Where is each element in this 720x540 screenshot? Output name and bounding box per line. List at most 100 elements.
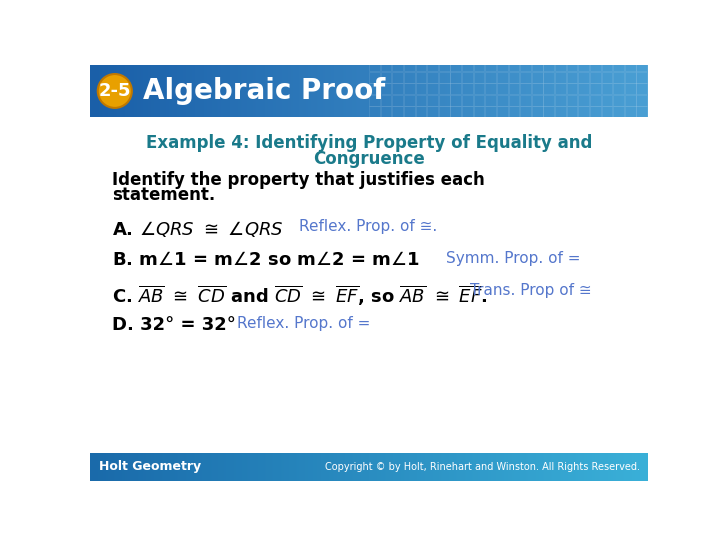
Bar xyxy=(590,106,600,117)
Text: Algebraic Proof: Algebraic Proof xyxy=(143,77,385,105)
Bar xyxy=(520,72,531,83)
Bar xyxy=(485,60,496,71)
Bar xyxy=(474,72,485,83)
Bar xyxy=(462,72,473,83)
Text: Reflex. Prop. of =: Reflex. Prop. of = xyxy=(238,316,371,331)
Bar xyxy=(532,60,543,71)
Text: Trans. Prop of ≅: Trans. Prop of ≅ xyxy=(469,284,591,299)
Bar xyxy=(578,60,589,71)
Bar xyxy=(636,95,647,106)
Bar xyxy=(415,60,426,71)
Bar xyxy=(497,60,508,71)
Bar xyxy=(497,95,508,106)
Bar xyxy=(369,72,380,83)
Bar xyxy=(520,95,531,106)
Bar xyxy=(578,72,589,83)
Bar xyxy=(392,72,403,83)
Bar xyxy=(369,95,380,106)
Bar xyxy=(625,95,636,106)
Bar xyxy=(590,83,600,94)
Bar xyxy=(497,106,508,117)
Bar xyxy=(462,60,473,71)
Bar xyxy=(567,83,577,94)
Ellipse shape xyxy=(98,74,132,108)
Bar xyxy=(427,72,438,83)
Bar xyxy=(462,83,473,94)
Bar xyxy=(508,95,519,106)
Bar xyxy=(451,106,462,117)
Text: Congruence: Congruence xyxy=(313,150,425,167)
Bar xyxy=(497,72,508,83)
Text: Identify the property that justifies each: Identify the property that justifies eac… xyxy=(112,171,485,189)
Bar xyxy=(601,106,612,117)
Bar xyxy=(555,83,566,94)
Bar xyxy=(555,106,566,117)
Bar xyxy=(567,95,577,106)
Bar xyxy=(381,60,392,71)
Bar xyxy=(613,83,624,94)
Bar xyxy=(381,95,392,106)
Bar xyxy=(601,95,612,106)
Bar xyxy=(567,106,577,117)
Bar xyxy=(438,83,449,94)
Bar xyxy=(613,72,624,83)
Bar xyxy=(451,95,462,106)
Bar xyxy=(485,95,496,106)
Bar xyxy=(520,60,531,71)
Bar xyxy=(567,72,577,83)
Bar xyxy=(508,60,519,71)
Bar xyxy=(567,60,577,71)
Bar xyxy=(625,60,636,71)
Bar xyxy=(451,72,462,83)
Bar xyxy=(544,83,554,94)
Text: D. 32° = 32°: D. 32° = 32° xyxy=(112,316,235,334)
Bar xyxy=(369,83,380,94)
Bar xyxy=(544,95,554,106)
Bar xyxy=(474,106,485,117)
Bar xyxy=(404,60,415,71)
Bar xyxy=(636,72,647,83)
Bar xyxy=(381,72,392,83)
Bar xyxy=(636,83,647,94)
Bar xyxy=(625,106,636,117)
Text: Copyright © by Holt, Rinehart and Winston. All Rights Reserved.: Copyright © by Holt, Rinehart and Winsto… xyxy=(325,462,640,472)
Bar xyxy=(438,72,449,83)
Bar xyxy=(544,72,554,83)
Bar xyxy=(462,95,473,106)
Bar xyxy=(381,83,392,94)
Bar xyxy=(392,83,403,94)
Bar xyxy=(625,72,636,83)
Bar xyxy=(485,106,496,117)
Bar xyxy=(392,106,403,117)
Text: Holt Geometry: Holt Geometry xyxy=(99,460,202,473)
Bar xyxy=(578,83,589,94)
Bar xyxy=(427,83,438,94)
Bar xyxy=(590,95,600,106)
Bar xyxy=(438,106,449,117)
Bar xyxy=(404,83,415,94)
Bar xyxy=(578,95,589,106)
Bar xyxy=(497,83,508,94)
Bar xyxy=(625,83,636,94)
Bar xyxy=(532,106,543,117)
Text: statement.: statement. xyxy=(112,186,215,205)
Text: Reflex. Prop. of ≅.: Reflex. Prop. of ≅. xyxy=(300,219,438,234)
Bar xyxy=(636,106,647,117)
Bar xyxy=(451,60,462,71)
Bar xyxy=(613,60,624,71)
Bar xyxy=(438,60,449,71)
Bar xyxy=(474,83,485,94)
Bar xyxy=(427,106,438,117)
Bar xyxy=(520,106,531,117)
Text: 2-5: 2-5 xyxy=(99,82,131,100)
Bar xyxy=(404,72,415,83)
Bar xyxy=(474,95,485,106)
Bar xyxy=(590,72,600,83)
Bar xyxy=(369,60,380,71)
Bar xyxy=(451,83,462,94)
Bar xyxy=(544,60,554,71)
Bar xyxy=(381,106,392,117)
Bar xyxy=(578,106,589,117)
Bar xyxy=(508,83,519,94)
Bar xyxy=(532,95,543,106)
